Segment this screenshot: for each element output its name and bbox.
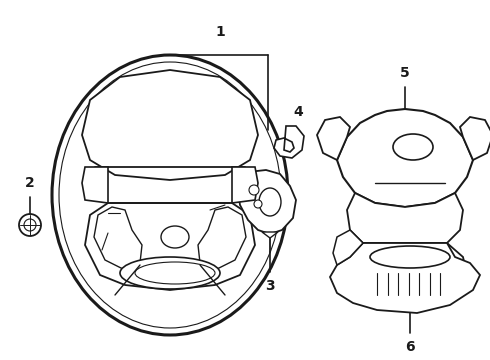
Polygon shape — [347, 193, 463, 243]
Polygon shape — [262, 232, 278, 238]
Ellipse shape — [370, 246, 450, 268]
Ellipse shape — [259, 188, 281, 216]
Polygon shape — [82, 70, 258, 180]
Circle shape — [249, 185, 259, 195]
Text: 2: 2 — [25, 176, 35, 190]
Text: 3: 3 — [265, 279, 275, 293]
Polygon shape — [232, 167, 258, 203]
Ellipse shape — [120, 257, 220, 289]
Circle shape — [254, 200, 262, 208]
Circle shape — [19, 214, 41, 236]
Polygon shape — [333, 230, 363, 265]
Text: 1: 1 — [215, 25, 225, 39]
Text: 5: 5 — [400, 66, 410, 80]
Polygon shape — [317, 117, 350, 160]
Polygon shape — [345, 243, 467, 303]
Polygon shape — [82, 167, 108, 203]
Ellipse shape — [393, 134, 433, 160]
Polygon shape — [460, 117, 490, 160]
Polygon shape — [198, 207, 246, 270]
Polygon shape — [274, 126, 304, 158]
Ellipse shape — [161, 226, 189, 248]
Polygon shape — [238, 170, 296, 234]
Circle shape — [24, 219, 36, 231]
Polygon shape — [85, 203, 255, 290]
Text: 4: 4 — [293, 105, 303, 119]
Text: 6: 6 — [405, 340, 415, 354]
Polygon shape — [330, 243, 480, 313]
Polygon shape — [94, 207, 142, 270]
Ellipse shape — [52, 55, 288, 335]
Polygon shape — [337, 109, 473, 207]
